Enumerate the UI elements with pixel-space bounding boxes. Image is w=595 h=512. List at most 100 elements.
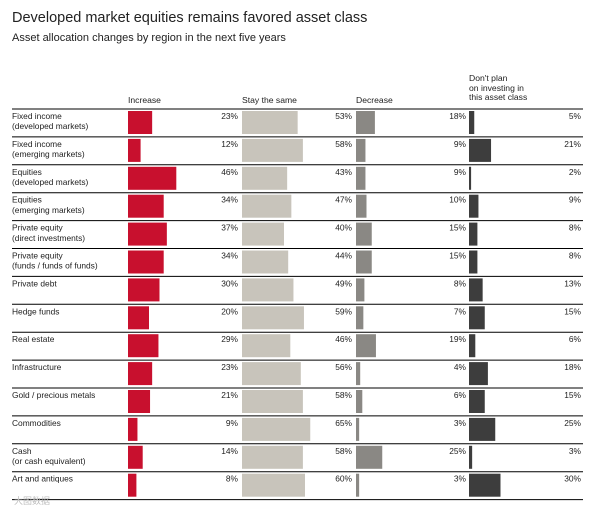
bar-increase-equities-emerging-markets xyxy=(128,194,164,218)
value-label-dont-plan-private-equity-funds-funds-of-funds: 8% xyxy=(569,251,582,261)
category-label-cash-or-cash-equivalent: Cash (or cash equivalent) xyxy=(12,446,86,466)
value-label-increase-fixed-income-developed-markets: 23% xyxy=(221,111,238,121)
bar-decrease-infrastructure xyxy=(356,362,361,386)
category-label-fixed-income-emerging-markets: Fixed income (emerging markets) xyxy=(12,139,85,159)
watermark-logo: 大图数据 xyxy=(14,496,51,506)
value-label-decrease-gold-precious-metals: 6% xyxy=(454,390,467,400)
value-label-decrease-fixed-income-emerging-markets: 9% xyxy=(454,139,467,149)
value-label-stay-the-same-fixed-income-developed-markets: 53% xyxy=(335,111,352,121)
bar-dont-plan-real-estate xyxy=(469,334,476,358)
value-label-decrease-commodities: 3% xyxy=(454,418,467,428)
value-label-dont-plan-commodities: 25% xyxy=(564,418,581,428)
value-label-increase-gold-precious-metals: 21% xyxy=(221,390,238,400)
bar-increase-hedge-funds xyxy=(128,306,149,330)
value-label-increase-real-estate: 29% xyxy=(221,334,238,344)
value-label-stay-the-same-gold-precious-metals: 58% xyxy=(335,390,352,400)
value-label-dont-plan-fixed-income-developed-markets: 5% xyxy=(569,111,582,121)
bar-decrease-fixed-income-emerging-markets xyxy=(356,138,366,162)
bar-increase-private-debt xyxy=(128,278,160,302)
bar-dont-plan-private-debt xyxy=(469,278,483,302)
value-label-stay-the-same-cash-or-cash-equivalent: 58% xyxy=(335,446,352,456)
column-header-stay-the-same: Stay the same xyxy=(242,95,297,105)
value-label-dont-plan-cash-or-cash-equivalent: 3% xyxy=(569,446,582,456)
bar-stay-the-same-real-estate xyxy=(242,334,291,358)
value-label-dont-plan-hedge-funds: 15% xyxy=(564,306,581,316)
value-label-increase-cash-or-cash-equivalent: 14% xyxy=(221,446,238,456)
value-label-dont-plan-equities-developed-markets: 2% xyxy=(569,167,582,177)
bar-decrease-real-estate xyxy=(356,334,376,358)
bar-increase-equities-developed-markets xyxy=(128,166,177,190)
value-label-decrease-fixed-income-developed-markets: 18% xyxy=(449,111,466,121)
value-label-stay-the-same-equities-developed-markets: 43% xyxy=(335,167,352,177)
bar-stay-the-same-art-and-antiques xyxy=(242,473,305,497)
value-label-increase-equities-emerging-markets: 34% xyxy=(221,195,238,205)
category-label-infrastructure: Infrastructure xyxy=(12,362,62,372)
bar-increase-private-equity-direct-investments xyxy=(128,222,167,246)
value-label-decrease-infrastructure: 4% xyxy=(454,362,467,372)
bar-increase-private-equity-funds-funds-of-funds xyxy=(128,250,164,274)
value-label-decrease-private-debt: 8% xyxy=(454,278,467,288)
value-label-increase-hedge-funds: 20% xyxy=(221,306,238,316)
bar-dont-plan-fixed-income-emerging-markets xyxy=(469,138,492,162)
bar-stay-the-same-infrastructure xyxy=(242,362,301,386)
bar-increase-gold-precious-metals xyxy=(128,390,151,413)
category-label-private-equity-direct-investments: Private equity (direct investments) xyxy=(12,223,85,243)
category-label-art-and-antiques: Art and antiques xyxy=(12,474,73,484)
category-label-private-equity-funds-funds-of-funds: Private equity (funds / funds of funds) xyxy=(12,251,98,271)
bar-dont-plan-private-equity-direct-investments xyxy=(469,222,478,246)
value-label-dont-plan-fixed-income-emerging-markets: 21% xyxy=(564,139,581,149)
bar-increase-commodities xyxy=(128,417,138,441)
bar-decrease-equities-emerging-markets xyxy=(356,194,367,218)
bar-decrease-private-equity-funds-funds-of-funds xyxy=(356,250,372,274)
bar-decrease-private-equity-direct-investments xyxy=(356,222,372,246)
value-label-dont-plan-private-equity-direct-investments: 8% xyxy=(569,223,582,233)
bar-stay-the-same-hedge-funds xyxy=(242,306,304,330)
value-label-stay-the-same-infrastructure: 56% xyxy=(335,362,352,372)
category-label-equities-emerging-markets: Equities (emerging markets) xyxy=(12,195,85,215)
value-label-stay-the-same-hedge-funds: 59% xyxy=(335,306,352,316)
bar-decrease-equities-developed-markets xyxy=(356,166,366,190)
bar-dont-plan-equities-developed-markets xyxy=(469,166,472,190)
bar-dont-plan-infrastructure xyxy=(469,362,488,386)
category-label-hedge-funds: Hedge funds xyxy=(12,306,60,316)
value-label-increase-commodities: 9% xyxy=(226,418,239,428)
value-label-increase-art-and-antiques: 8% xyxy=(226,474,239,484)
category-label-fixed-income-developed-markets: Fixed income (developed markets) xyxy=(12,111,89,131)
value-label-stay-the-same-private-equity-funds-funds-of-funds: 44% xyxy=(335,251,352,261)
bar-dont-plan-equities-emerging-markets xyxy=(469,194,479,218)
bar-dont-plan-private-equity-funds-funds-of-funds xyxy=(469,250,478,274)
value-label-stay-the-same-fixed-income-emerging-markets: 58% xyxy=(335,139,352,149)
value-label-dont-plan-gold-precious-metals: 15% xyxy=(564,390,581,400)
bar-increase-infrastructure xyxy=(128,362,153,386)
bar-decrease-art-and-antiques xyxy=(356,473,360,497)
value-label-increase-private-debt: 30% xyxy=(221,278,238,288)
value-label-increase-private-equity-funds-funds-of-funds: 34% xyxy=(221,251,238,261)
bar-increase-art-and-antiques xyxy=(128,473,137,497)
bar-stay-the-same-equities-developed-markets xyxy=(242,166,288,190)
value-label-dont-plan-equities-emerging-markets: 9% xyxy=(569,195,582,205)
bar-decrease-hedge-funds xyxy=(356,306,364,330)
bar-decrease-private-debt xyxy=(356,278,365,302)
bar-dont-plan-commodities xyxy=(469,417,496,441)
bar-stay-the-same-fixed-income-emerging-markets xyxy=(242,138,303,162)
column-header-decrease: Decrease xyxy=(356,95,393,105)
bar-dont-plan-gold-precious-metals xyxy=(469,390,485,413)
bar-stay-the-same-commodities xyxy=(242,417,311,441)
bar-decrease-gold-precious-metals xyxy=(356,390,363,413)
bar-decrease-fixed-income-developed-markets xyxy=(356,111,375,134)
bar-increase-real-estate xyxy=(128,334,159,358)
bar-decrease-cash-or-cash-equivalent xyxy=(356,445,383,469)
value-label-stay-the-same-private-equity-direct-investments: 40% xyxy=(335,223,352,233)
bar-decrease-commodities xyxy=(356,417,360,441)
column-header-dont-plan: Don't plan on investing in this asset cl… xyxy=(469,73,528,103)
category-label-commodities: Commodities xyxy=(12,418,61,428)
bar-dont-plan-fixed-income-developed-markets xyxy=(469,111,475,134)
value-label-stay-the-same-equities-emerging-markets: 47% xyxy=(335,195,352,205)
value-label-decrease-hedge-funds: 7% xyxy=(454,306,467,316)
bar-stay-the-same-private-equity-funds-funds-of-funds xyxy=(242,250,289,274)
bar-stay-the-same-private-debt xyxy=(242,278,294,302)
value-label-stay-the-same-art-and-antiques: 60% xyxy=(335,474,352,484)
value-label-decrease-private-equity-funds-funds-of-funds: 15% xyxy=(449,251,466,261)
bar-stay-the-same-equities-emerging-markets xyxy=(242,194,292,218)
value-label-increase-private-equity-direct-investments: 37% xyxy=(221,223,238,233)
